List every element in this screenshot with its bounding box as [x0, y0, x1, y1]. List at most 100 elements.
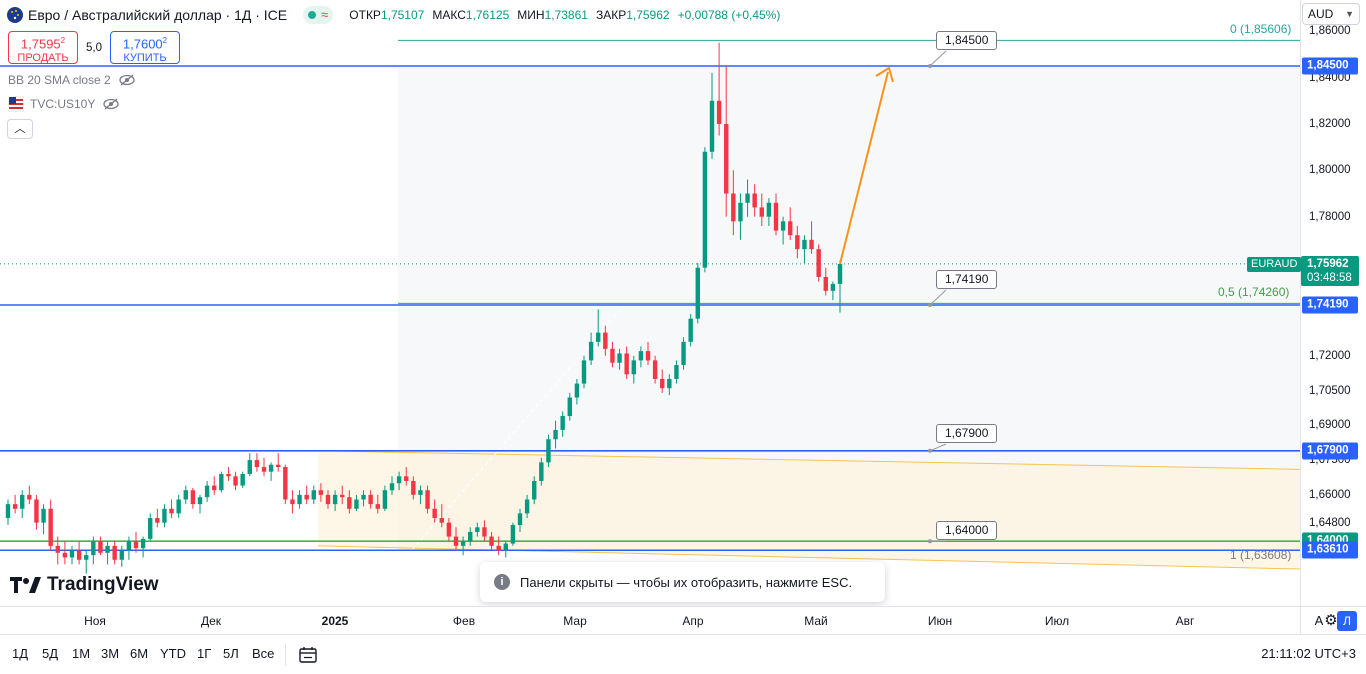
indicator-bb-row[interactable]: BB 20 SMA close 2 — [8, 71, 135, 89]
wave-icon: ≈ — [321, 7, 329, 22]
range-3m[interactable]: 3М — [101, 646, 120, 661]
candle-body — [432, 508, 437, 519]
auto-scale-button[interactable]: A — [1314, 613, 1324, 628]
callout-anchor-1 — [928, 303, 932, 307]
candle-body — [169, 508, 174, 514]
spread-value: 5,0 — [86, 41, 102, 54]
ohlc-low: МИН1,73861 — [517, 8, 588, 22]
price-callout-167900[interactable]: 1,67900 — [936, 424, 998, 443]
range-all[interactable]: Все — [252, 646, 275, 661]
chevron-up-icon: ︿ — [14, 123, 26, 135]
candle-body — [738, 202, 743, 222]
candle-body — [496, 545, 501, 551]
chart-pane[interactable]: Евро / Австралийский доллар · 1Д · ICE ≈… — [0, 0, 1300, 606]
candle-body — [588, 341, 594, 361]
candle-body — [69, 550, 75, 558]
market-status-badge[interactable]: ≈ — [303, 6, 334, 24]
range-5d[interactable]: 5Д — [42, 646, 59, 661]
candle-body — [389, 483, 395, 491]
sell-price: 1,75952 — [20, 36, 66, 52]
candle-body — [788, 221, 793, 236]
candle-body — [126, 541, 132, 551]
candle-body — [268, 464, 274, 472]
symbol-legend: Евро / Австралийский доллар · 1Д · ICE ≈… — [6, 4, 780, 26]
candle-body — [318, 490, 324, 495]
log-scale-button[interactable]: Л — [1337, 611, 1357, 631]
collapse-legend-button[interactable]: ︿ — [7, 119, 33, 139]
candle-body — [716, 100, 722, 124]
candle-body — [439, 518, 444, 523]
price-tick: 1,69000 — [1309, 419, 1351, 432]
level-price-tag: 1,67900 — [1302, 442, 1358, 460]
settings-gear-icon[interactable]: ⚙ — [1324, 612, 1338, 629]
symbol-title[interactable]: Евро / Австралийский доллар · 1Д · ICE — [28, 7, 288, 23]
callout-anchor-2 — [928, 448, 932, 453]
candle-body — [84, 555, 89, 560]
price-callout-174190[interactable]: 1,74190 — [936, 270, 998, 289]
candle-body — [631, 360, 636, 375]
candle-body — [34, 499, 39, 523]
fib-label-05: 0,5 (1,74260) — [1218, 285, 1290, 299]
time-axis[interactable]: Ноя Дек 2025 Фев Мар Апр Май Июн Июл Авг — [0, 606, 1300, 634]
range-1m[interactable]: 1М — [72, 646, 91, 661]
callout-anchor-0 — [928, 64, 932, 68]
candle-body — [212, 485, 217, 491]
candle-body — [453, 536, 459, 546]
buy-button[interactable]: 1,76002 КУПИТЬ — [110, 31, 180, 64]
range-ytd[interactable]: YTD — [160, 646, 186, 661]
range-5y[interactable]: 5Л — [223, 646, 239, 661]
candle-body — [368, 494, 373, 505]
projection-arrow-head — [875, 66, 894, 83]
utc-clock[interactable]: 21:11:02 UTC+3 — [1261, 646, 1356, 661]
last-price-value: 1,75962 — [1307, 258, 1349, 270]
candle-body — [503, 543, 508, 551]
price-chart[interactable] — [0, 0, 1300, 606]
candle-body — [276, 464, 281, 468]
range-6m[interactable]: 6М — [130, 646, 149, 661]
price-tick: 1,82000 — [1309, 117, 1351, 130]
candle-body — [809, 239, 814, 250]
candle-body — [617, 353, 622, 363]
scale-corner: A Л — [1300, 606, 1366, 634]
price-callout-164000[interactable]: 1,64000 — [936, 521, 998, 540]
indicator-compare-row[interactable]: TVC:US10Y — [8, 95, 120, 113]
candle-body — [261, 467, 267, 472]
calendar-range-icon[interactable] — [298, 645, 318, 665]
eye-hidden-icon[interactable] — [103, 98, 120, 110]
candle-body — [816, 249, 821, 277]
candle-body — [752, 193, 757, 208]
price-tick: 1,86000 — [1309, 25, 1351, 38]
candle-body — [823, 276, 828, 291]
toast-text: Панели скрыты — чтобы их отобразить, наж… — [520, 574, 853, 590]
currency-select[interactable]: AUD ▼ — [1302, 3, 1360, 25]
candle-body — [190, 490, 196, 505]
candle-body — [510, 524, 516, 544]
last-price-tag: 1,75962 03:48:58 — [1301, 256, 1359, 286]
candle-body — [347, 497, 352, 509]
candle-body — [638, 351, 644, 361]
eye-hidden-icon[interactable] — [119, 74, 135, 86]
candle-body — [624, 353, 629, 375]
range-1d[interactable]: 1Д — [12, 646, 29, 661]
currency-flag-icon — [7, 7, 23, 23]
ohlc-values: ОТКР1,75107 МАКС1,76125 МИН1,73861 ЗАКР1… — [349, 8, 780, 22]
candle-body — [468, 531, 473, 542]
sell-button[interactable]: 1,75952 ПРОДАТЬ — [8, 31, 78, 64]
candle-body — [802, 239, 807, 250]
info-icon: i — [494, 574, 510, 590]
tradingview-logo[interactable]: TradingView — [10, 574, 159, 596]
candle-body — [446, 522, 452, 537]
candle-body — [183, 490, 188, 500]
price-scale[interactable]: 1,86000 1,84000 1,82000 1,80000 1,78000 1,720… — [1300, 0, 1366, 606]
candle-body — [837, 263, 843, 284]
candle-body — [140, 538, 146, 549]
candle-body — [311, 490, 316, 500]
candle-body — [91, 541, 96, 556]
range-1y[interactable]: 1Г — [197, 646, 212, 661]
candle-body — [780, 221, 786, 231]
fib-label-1: 1 (1,63608) — [1230, 548, 1292, 562]
price-callout-184500[interactable]: 1,84500 — [936, 31, 998, 50]
candle-body — [681, 341, 686, 366]
toolbar-divider — [285, 644, 286, 666]
candle-body — [574, 383, 580, 398]
